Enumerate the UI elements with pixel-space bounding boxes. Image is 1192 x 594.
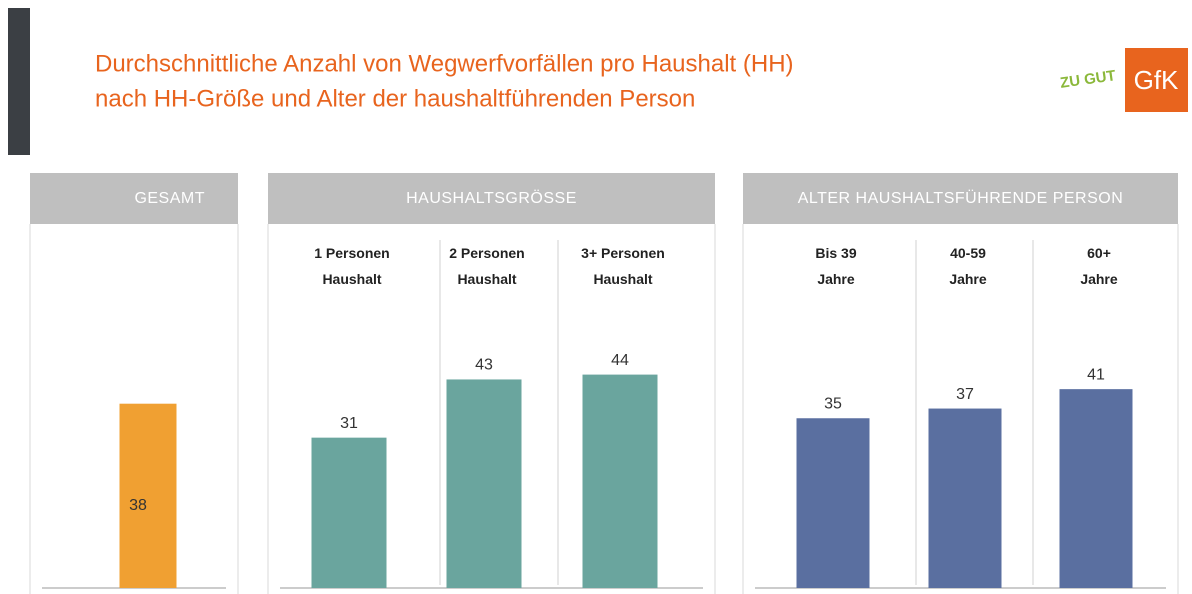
chart-canvas: Durchschnittliche Anzahl von Wegwerfvorf… (0, 0, 1192, 594)
value-label: 31 (340, 415, 358, 432)
category-label: 1 Personen Haushalt (297, 240, 407, 292)
bar (1060, 389, 1133, 588)
bar (120, 404, 177, 588)
category-label: 3+ Personen Haushalt (568, 240, 678, 292)
panel-title: ALTER HAUSHALTSFÜHRENDE PERSON (798, 189, 1124, 207)
campaign-logo: ZU GUT (1059, 67, 1117, 92)
page: Wegwerfvorfälle body { margin: 0; width:… (0, 0, 1192, 594)
value-label: 43 (475, 357, 493, 374)
panel-title: HAUSHALTSGRÖSSE (406, 189, 577, 207)
title-line: Durchschnittliche Anzahl von Wegwerfvorf… (95, 50, 794, 77)
panel-title: GESAMT (134, 190, 205, 207)
bar (312, 438, 387, 588)
title-line: nach HH-Größe und Alter der haushaltführ… (95, 85, 695, 112)
category-label: 40-59 Jahre (913, 240, 1023, 292)
bar (447, 379, 522, 588)
category-label: 2 Personen Haushalt (432, 240, 542, 292)
value-label: 37 (956, 386, 974, 403)
accent-bar (8, 8, 30, 155)
bar (797, 418, 870, 588)
value-label: 38 (129, 497, 147, 514)
category-label: Bis 39 Jahre (781, 240, 891, 292)
company-logo: GfK (1134, 65, 1179, 95)
slide: {"title_lines": ["Durchschnittliche Anza… (0, 0, 1192, 594)
bar (583, 375, 658, 588)
category-label: 60+ Jahre (1044, 240, 1154, 292)
bar (929, 409, 1002, 588)
value-label: 44 (611, 352, 629, 369)
value-label: 35 (824, 395, 842, 412)
value-label: 41 (1087, 366, 1105, 383)
